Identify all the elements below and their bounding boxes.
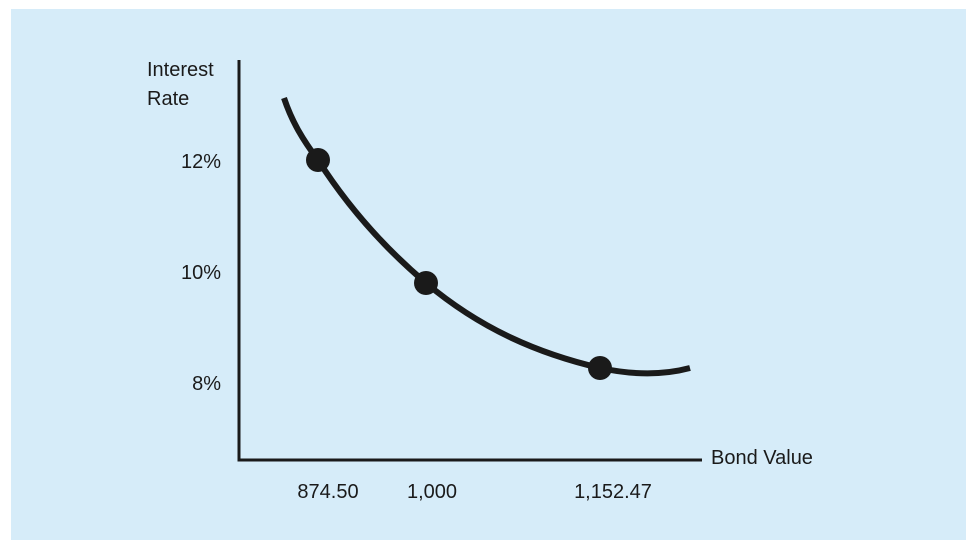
curve-layer (281, 97, 691, 377)
y-axis-label-line-2: Rate (147, 88, 189, 110)
data-point-3 (588, 356, 612, 380)
y-tick-label-2: 10% (181, 262, 221, 284)
markers (306, 148, 612, 380)
y-axis-label-line-1: Interest (147, 59, 214, 81)
x-axis-label: Bond Value (711, 447, 813, 469)
chart-background-panel (11, 9, 966, 540)
y-tick-label-1: 12% (181, 151, 221, 173)
data-point-1 (306, 148, 330, 172)
x-tick-label-3: 1,152.47 (574, 481, 652, 503)
x-tick-label-2: 1,000 (407, 481, 457, 503)
labels: Interest Rate Bond Value 874.50 1,000 1,15… (147, 59, 813, 503)
bond-value-curve (281, 97, 691, 377)
x-tick-label-1: 874.50 (297, 481, 358, 503)
data-point-2 (414, 271, 438, 295)
y-tick-label-3: 8% (192, 373, 221, 395)
axes (237, 60, 702, 462)
